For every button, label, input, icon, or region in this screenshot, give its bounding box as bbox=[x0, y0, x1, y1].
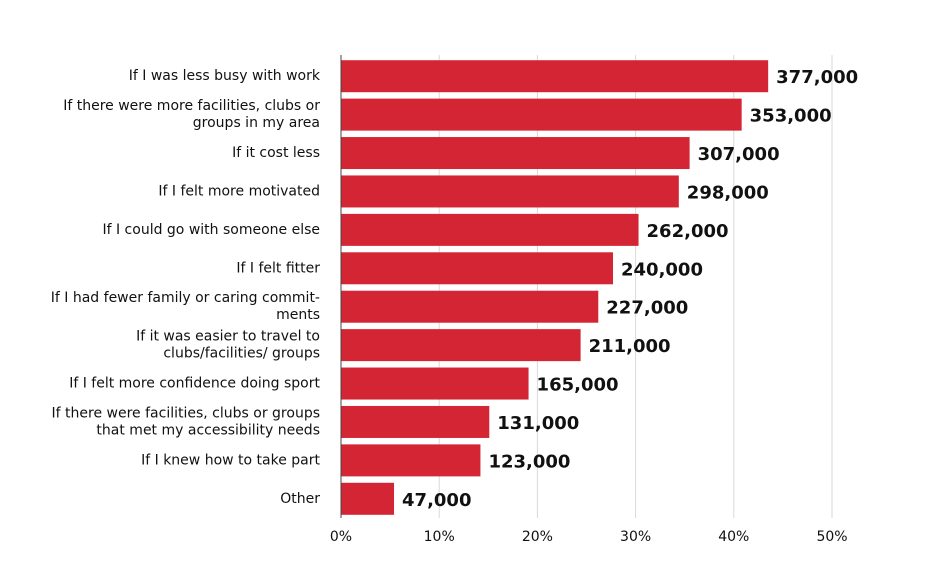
bar bbox=[341, 367, 529, 400]
category-label: Other bbox=[280, 491, 320, 507]
data-label: 262,000 bbox=[647, 221, 729, 242]
category-label: groups in my area bbox=[193, 115, 320, 131]
data-label: 165,000 bbox=[537, 375, 619, 396]
category-label: If there were facilities, clubs or group… bbox=[52, 405, 320, 421]
data-label: 47,000 bbox=[402, 490, 471, 511]
category-label: If I had fewer family or caring commit- bbox=[51, 290, 320, 306]
bar bbox=[341, 137, 690, 170]
x-tick-label: 20% bbox=[522, 529, 553, 545]
category-label: If I could go with someone else bbox=[102, 222, 320, 238]
bar bbox=[341, 252, 614, 285]
x-tick-label: 50% bbox=[816, 529, 847, 545]
x-tick-label: 0% bbox=[330, 529, 352, 545]
data-label: 353,000 bbox=[750, 106, 832, 127]
data-label: 211,000 bbox=[589, 336, 671, 357]
category-label: If I felt more motivated bbox=[158, 183, 320, 199]
bar bbox=[341, 444, 481, 477]
bar bbox=[341, 482, 395, 515]
data-label: 240,000 bbox=[621, 259, 703, 280]
data-label: 227,000 bbox=[606, 298, 688, 319]
category-label: clubs/facilities/ groups bbox=[163, 346, 320, 362]
bar bbox=[341, 60, 769, 93]
bar bbox=[341, 405, 490, 438]
category-label: If it cost less bbox=[232, 145, 320, 161]
category-label: If I was less busy with work bbox=[129, 68, 321, 84]
category-label: If I felt fitter bbox=[236, 260, 320, 276]
data-label: 123,000 bbox=[488, 451, 570, 472]
category-label: ments bbox=[276, 307, 320, 323]
bar bbox=[341, 329, 581, 362]
x-tick-label: 40% bbox=[718, 529, 749, 545]
bar bbox=[341, 290, 599, 323]
category-label: If it was easier to travel to bbox=[136, 329, 320, 345]
data-label: 131,000 bbox=[497, 413, 579, 434]
data-label: 298,000 bbox=[687, 182, 769, 203]
category-label: If there were more facilities, clubs or bbox=[63, 98, 320, 114]
category-label: that met my accessibility needs bbox=[96, 422, 320, 438]
category-label: If I felt more confidence doing sport bbox=[69, 376, 320, 392]
category-label: If I knew how to take part bbox=[141, 452, 320, 468]
x-tick-label: 10% bbox=[424, 529, 455, 545]
bar bbox=[341, 175, 679, 208]
bar bbox=[341, 213, 639, 246]
bar bbox=[341, 98, 742, 131]
x-tick-label: 30% bbox=[620, 529, 651, 545]
data-label: 377,000 bbox=[776, 67, 858, 88]
data-label: 307,000 bbox=[698, 144, 780, 165]
